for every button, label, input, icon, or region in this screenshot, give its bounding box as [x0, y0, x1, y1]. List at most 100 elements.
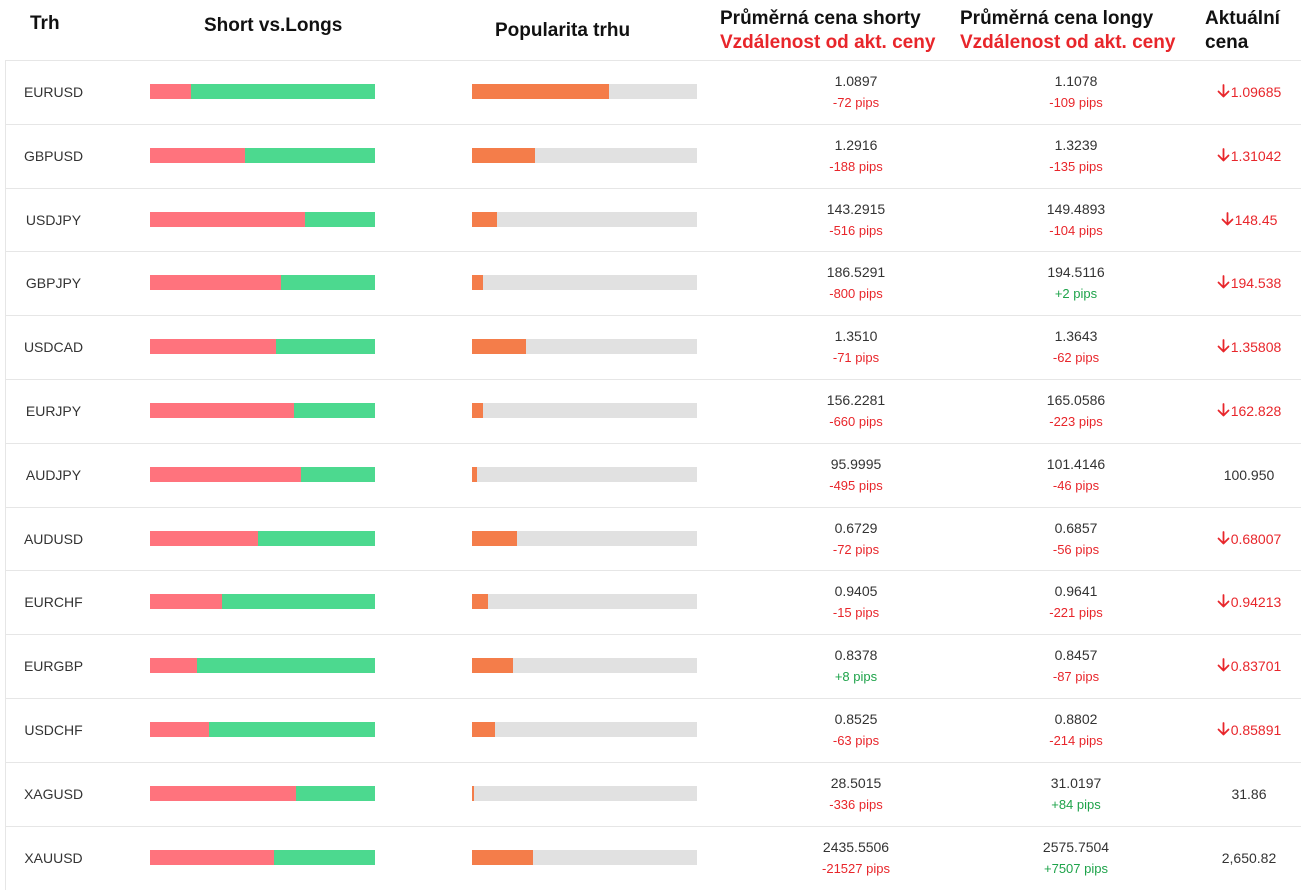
market-symbol[interactable]: EURUSD — [23, 84, 84, 100]
long-segment — [273, 849, 375, 865]
arrow-down-icon — [1221, 190, 1234, 225]
market-symbol[interactable]: XAGUSD — [23, 785, 84, 802]
table-row[interactable]: AUDJPY 95.9995 -495 pips 101.4146 -46 pips 10… — [5, 442, 1301, 507]
avg-short-distance: -516 pips — [829, 222, 883, 238]
popularity-bar — [472, 403, 697, 418]
avg-short-distance: -495 pips — [829, 477, 883, 493]
current-price-value: 1.09685 — [1230, 84, 1282, 100]
short-vs-long-bar — [150, 530, 375, 546]
long-segment — [197, 658, 375, 674]
table-row[interactable]: EURUSD 1.0897 -72 pips 1.1078 -109 pips 1.096… — [5, 60, 1301, 124]
avg-long-price: 1.3643 — [1054, 328, 1098, 345]
table-row[interactable]: EURCHF 0.9405 -15 pips 0.9641 -221 pips 0.942… — [5, 570, 1301, 635]
short-vs-long-bar — [150, 658, 375, 674]
short-vs-long-bar — [150, 403, 375, 418]
avg-long-cell: 1.3239 -135 pips — [991, 134, 1161, 178]
short-vs-long-bar — [150, 147, 375, 163]
popularity-fill — [472, 785, 475, 801]
avg-short-cell: 0.9405 -15 pips — [771, 580, 941, 624]
avg-short-distance: -72 pips — [832, 541, 880, 557]
market-symbol[interactable]: EURJPY — [25, 403, 82, 419]
table-row[interactable]: EURJPY 156.2281 -660 pips 165.0586 -223 pips… — [5, 379, 1301, 443]
table-header: Trh Short vs.Longs Popularita trhu Průmě… — [0, 0, 1301, 60]
arrow-down-icon — [1217, 636, 1230, 672]
column-header-current-price[interactable]: Aktuální cena — [1205, 7, 1280, 55]
short-vs-long-bar — [150, 211, 375, 227]
avg-short-cell: 1.3510 -71 pips — [771, 325, 941, 369]
long-segment — [276, 339, 375, 355]
avg-long-cell: 31.0197 +84 pips — [991, 772, 1161, 816]
column-header-avg-long[interactable]: Průměrná cena longy Vzdálenost od akt. c… — [960, 7, 1175, 55]
short-segment — [150, 658, 198, 674]
table-row[interactable]: EURGBP 0.8378 +8 pips 0.8457 -87 pips 0.83701 — [5, 634, 1301, 699]
popularity-bar — [472, 849, 697, 865]
table-row[interactable]: GBPUSD 1.2916 -188 pips 1.3239 -135 pips 1.31… — [5, 123, 1301, 188]
column-header-popularity[interactable]: Popularita trhu — [495, 20, 631, 41]
popularity-fill — [472, 722, 495, 737]
avg-short-cell: 2435.5506 -21527 pips — [771, 836, 941, 880]
avg-short-price: 95.9995 — [830, 455, 882, 472]
current-price: 1.09685 — [1196, 61, 1301, 124]
table-row[interactable]: USDJPY 143.2915 -516 pips 149.4893 -104 pips… — [5, 187, 1301, 252]
arrow-down-icon — [1217, 317, 1230, 353]
avg-short-price: 0.6729 — [834, 519, 878, 536]
market-symbol[interactable]: GBPJPY — [25, 275, 82, 292]
current-price-value: 0.94213 — [1230, 594, 1282, 611]
avg-short-cell: 28.5015 -336 pips — [771, 772, 941, 816]
avg-long-distance: +84 pips — [1051, 796, 1101, 812]
market-symbol[interactable]: GBPUSD — [23, 147, 84, 164]
column-header-short-vs-longs[interactable]: Short vs.Longs — [204, 15, 343, 36]
current-price-value: 0.68007 — [1230, 530, 1282, 547]
market-symbol[interactable]: XAUUSD — [24, 849, 83, 866]
market-symbol[interactable]: AUDJPY — [25, 466, 82, 483]
short-segment — [150, 722, 209, 737]
avg-short-price: 0.8378 — [834, 647, 878, 664]
short-segment — [150, 403, 294, 418]
current-price-value: 1.35808 — [1230, 339, 1282, 356]
avg-long-price: 101.4146 — [1046, 455, 1106, 472]
current-price: 194.538 — [1196, 252, 1301, 315]
avg-short-cell: 0.6729 -72 pips — [771, 517, 941, 561]
avg-short-distance: +8 pips — [834, 669, 878, 685]
current-price: 0.68007 — [1196, 508, 1301, 571]
column-header-current-price-line1: Aktuální — [1205, 8, 1280, 29]
popularity-fill — [472, 466, 477, 482]
avg-long-price: 1.3239 — [1054, 136, 1098, 153]
market-symbol[interactable]: USDCHF — [24, 722, 83, 738]
avg-short-distance: -21527 pips — [822, 860, 890, 876]
short-segment — [150, 275, 281, 291]
short-vs-long-bar — [150, 849, 375, 865]
short-segment — [150, 84, 191, 99]
column-header-market[interactable]: Trh — [30, 13, 60, 34]
column-header-avg-short[interactable]: Průměrná cena shorty Vzdálenost od akt. … — [720, 7, 935, 55]
table-row[interactable]: XAGUSD 28.5015 -336 pips 31.0197 +84 pips 31.… — [5, 761, 1301, 826]
popularity-fill — [472, 403, 484, 418]
market-symbol[interactable]: AUDUSD — [23, 530, 84, 547]
long-segment — [222, 594, 375, 610]
table-row[interactable]: AUDUSD 0.6729 -72 pips 0.6857 -56 pips 0.6800… — [5, 506, 1301, 571]
current-price: 100.950 — [1196, 444, 1301, 507]
market-symbol[interactable]: EURCHF — [24, 594, 83, 611]
avg-short-distance: -71 pips — [832, 350, 880, 366]
table-row[interactable]: USDCAD 1.3510 -71 pips 1.3643 -62 pips 1.3580… — [5, 315, 1301, 380]
table-row[interactable]: XAUUSD 2435.5506 -21527 pips 2575.7504 +7507… — [5, 825, 1301, 890]
market-symbol[interactable]: USDJPY — [25, 211, 82, 228]
avg-long-distance: -104 pips — [1049, 222, 1103, 238]
long-segment — [294, 403, 375, 418]
avg-long-distance: -56 pips — [1052, 541, 1100, 557]
avg-long-price: 0.9641 — [1054, 583, 1098, 600]
current-price: 148.45 — [1196, 189, 1301, 252]
short-vs-long-bar — [150, 84, 375, 99]
popularity-bar — [472, 147, 697, 163]
market-symbol[interactable]: EURGBP — [23, 658, 84, 675]
table-row[interactable]: USDCHF 0.8525 -63 pips 0.8802 -214 pips 0.858… — [5, 698, 1301, 762]
market-symbol[interactable]: USDCAD — [23, 339, 84, 356]
avg-long-price: 31.0197 — [1050, 774, 1102, 791]
table-row[interactable]: GBPJPY 186.5291 -800 pips 194.5116 +2 pips 19… — [5, 251, 1301, 316]
avg-short-price: 0.8525 — [834, 711, 878, 727]
popularity-fill — [472, 849, 533, 865]
avg-short-cell: 143.2915 -516 pips — [771, 198, 941, 242]
popularity-fill — [472, 211, 497, 227]
avg-short-price: 1.3510 — [834, 328, 878, 345]
